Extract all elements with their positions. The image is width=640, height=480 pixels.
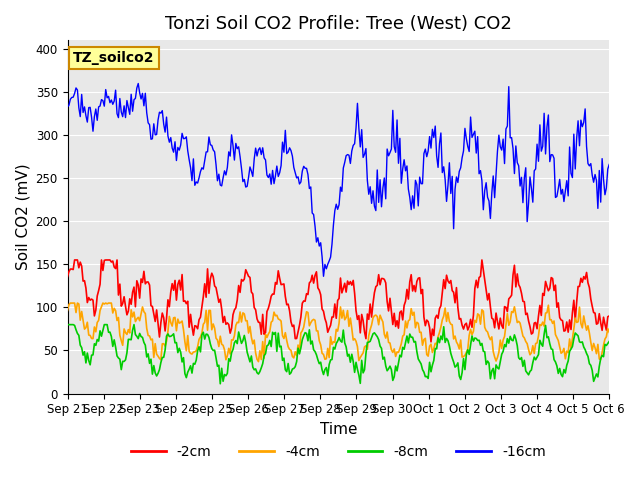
Y-axis label: Soil CO2 (mV): Soil CO2 (mV)	[15, 164, 30, 270]
X-axis label: Time: Time	[319, 422, 357, 437]
Legend: -2cm, -4cm, -8cm, -16cm: -2cm, -4cm, -8cm, -16cm	[125, 439, 551, 465]
Title: Tonzi Soil CO2 Profile: Tree (West) CO2: Tonzi Soil CO2 Profile: Tree (West) CO2	[165, 15, 512, 33]
Text: TZ_soilco2: TZ_soilco2	[73, 51, 154, 65]
